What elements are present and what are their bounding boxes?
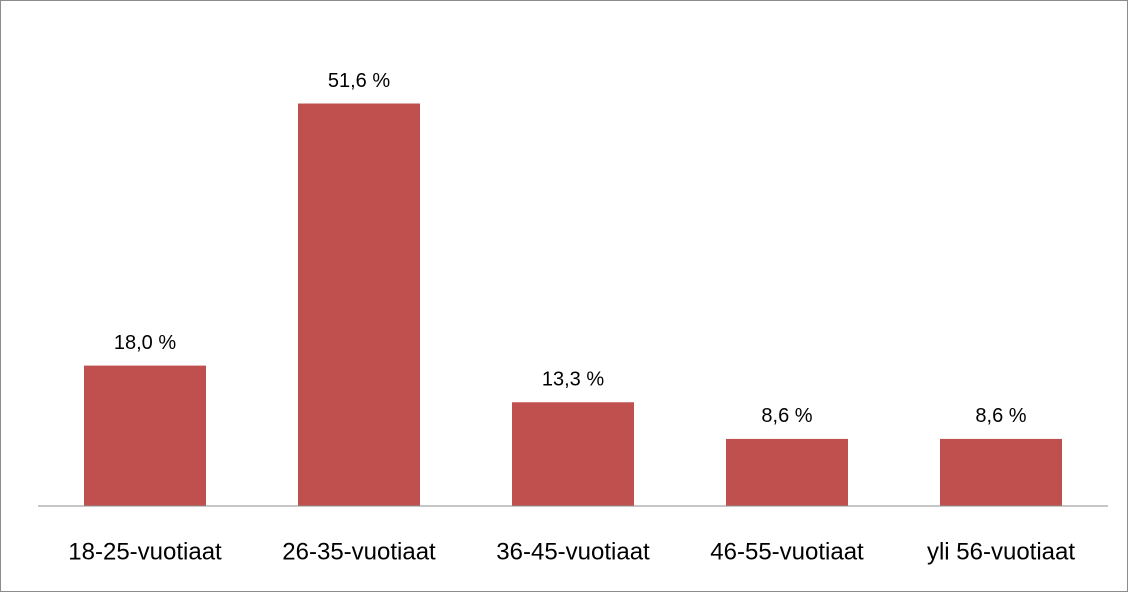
data-label: 18,0 % bbox=[114, 332, 176, 354]
data-label: 13,3 % bbox=[542, 369, 604, 391]
x-tick-label: 46-55-vuotiaat bbox=[710, 538, 864, 565]
data-label: 8,6 % bbox=[975, 405, 1026, 427]
x-tick-label: 26-35-vuotiaat bbox=[282, 538, 436, 565]
bar bbox=[940, 438, 1062, 506]
bar bbox=[298, 103, 420, 507]
bar bbox=[512, 402, 634, 506]
data-label: 51,6 % bbox=[328, 70, 390, 92]
x-tick-label: 36-45-vuotiaat bbox=[496, 538, 650, 565]
bar bbox=[726, 438, 848, 506]
bar bbox=[84, 365, 206, 506]
x-tick-label: 18-25-vuotiaat bbox=[68, 538, 222, 565]
x-tick-label: yli 56-vuotiaat bbox=[927, 538, 1075, 565]
data-label: 8,6 % bbox=[761, 405, 812, 427]
